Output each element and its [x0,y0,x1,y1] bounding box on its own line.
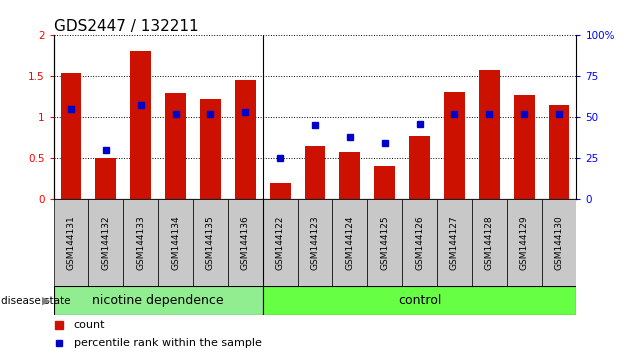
FancyBboxPatch shape [263,199,297,286]
Bar [130,51,151,199]
Bar [95,158,117,199]
FancyBboxPatch shape [472,199,507,286]
Bar [304,146,326,199]
Bar [479,70,500,199]
FancyBboxPatch shape [228,199,263,286]
Text: nicotine dependence: nicotine dependence [93,294,224,307]
Text: GSM144123: GSM144123 [311,215,319,270]
Bar [200,99,221,199]
Text: GSM144136: GSM144136 [241,215,249,270]
Bar [549,105,570,199]
Text: GSM144126: GSM144126 [415,215,424,270]
Bar [165,93,186,199]
Text: GSM144129: GSM144129 [520,215,529,270]
Text: GSM144128: GSM144128 [485,215,494,270]
Text: count: count [74,320,105,331]
Text: GSM144135: GSM144135 [206,215,215,270]
FancyBboxPatch shape [297,199,333,286]
FancyBboxPatch shape [437,199,472,286]
Text: GSM144122: GSM144122 [276,216,285,270]
FancyBboxPatch shape [158,199,193,286]
Text: GDS2447 / 132211: GDS2447 / 132211 [54,18,198,34]
Bar [513,95,535,199]
FancyBboxPatch shape [263,286,576,315]
FancyBboxPatch shape [542,199,576,286]
Text: disease state: disease state [1,296,70,306]
FancyBboxPatch shape [193,199,228,286]
Text: ▶: ▶ [42,296,51,306]
Text: GSM144127: GSM144127 [450,215,459,270]
Text: GSM144131: GSM144131 [67,215,76,270]
Bar [374,166,395,199]
Bar [270,183,290,199]
Text: GSM144133: GSM144133 [136,215,145,270]
Bar [444,92,465,199]
FancyBboxPatch shape [507,199,542,286]
Bar [235,80,256,199]
Text: GSM144125: GSM144125 [381,215,389,270]
Text: control: control [398,294,441,307]
Text: GSM144134: GSM144134 [171,215,180,270]
Text: GSM144132: GSM144132 [101,215,110,270]
FancyBboxPatch shape [123,199,158,286]
FancyBboxPatch shape [54,199,88,286]
FancyBboxPatch shape [88,199,123,286]
FancyBboxPatch shape [333,199,367,286]
Text: GSM144124: GSM144124 [345,216,354,270]
Bar [60,73,81,199]
Text: percentile rank within the sample: percentile rank within the sample [74,338,261,348]
FancyBboxPatch shape [402,199,437,286]
FancyBboxPatch shape [54,286,263,315]
FancyBboxPatch shape [367,199,402,286]
Bar [340,152,360,199]
Text: GSM144130: GSM144130 [554,215,563,270]
Bar [409,136,430,199]
